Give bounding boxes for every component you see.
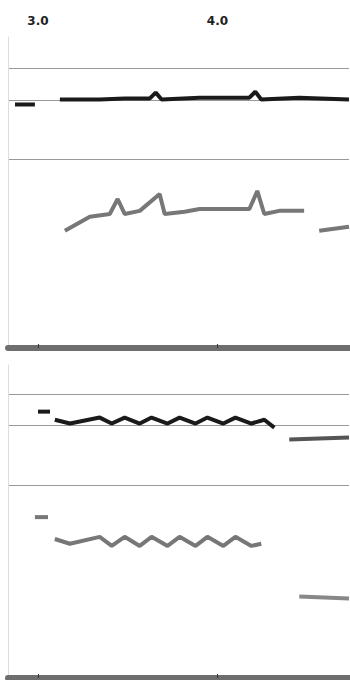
svg-text:4.0: 4.0	[207, 14, 228, 28]
svg-text:3.0: 3.0	[27, 14, 48, 28]
